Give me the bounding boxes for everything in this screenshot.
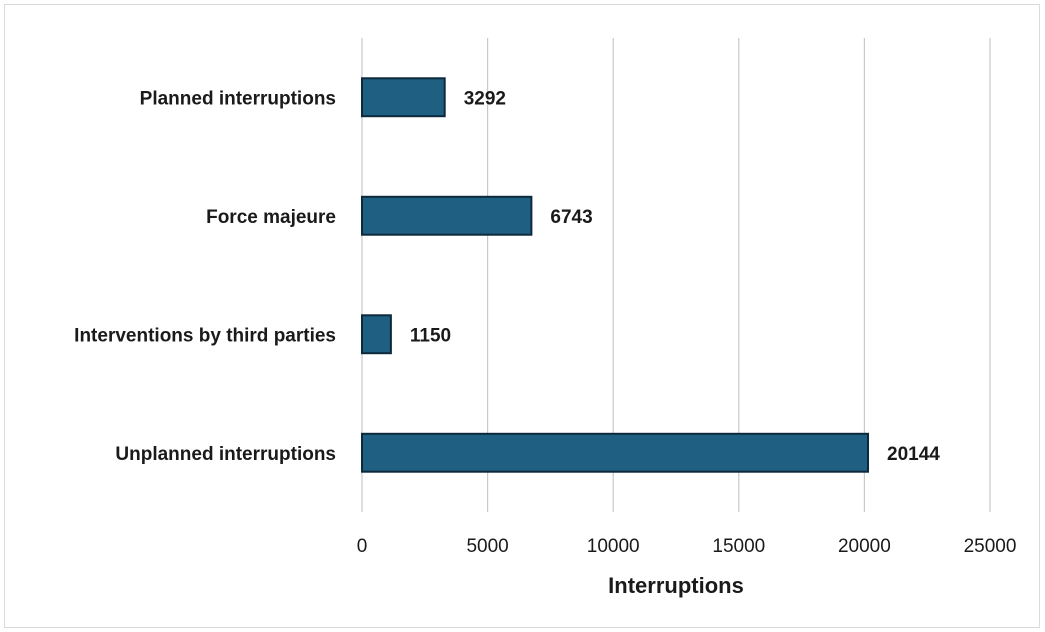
x-tick-label: 15000	[712, 536, 765, 557]
bar	[361, 77, 446, 118]
category-label: Force majeure	[206, 207, 336, 228]
x-tick-label: 5000	[466, 536, 508, 557]
category-label: Unplanned interruptions	[115, 444, 336, 465]
data-label: 20144	[887, 444, 940, 465]
data-labels: 3292 6743 1150 20144	[410, 88, 940, 465]
category-label: Interventions by third parties	[74, 325, 336, 346]
x-tick-label: 20000	[838, 536, 891, 557]
bars	[361, 77, 870, 473]
data-label: 1150	[410, 325, 451, 346]
category-label: Planned interruptions	[140, 88, 336, 109]
x-tick-label: 0	[357, 536, 368, 557]
x-tick-label: 10000	[587, 536, 640, 557]
x-tick-labels: 0 5000 10000 15000 20000 25000	[357, 536, 1017, 557]
x-axis-title: Interruptions	[608, 573, 744, 598]
data-label: 3292	[464, 88, 506, 109]
bar	[361, 195, 533, 236]
bar	[361, 314, 392, 355]
bar	[361, 432, 870, 473]
chart-frame	[4, 4, 1040, 628]
x-tick-label: 25000	[964, 536, 1017, 557]
category-labels: Planned interruptions Force majeure Interv…	[74, 88, 336, 465]
data-label: 6743	[550, 207, 592, 228]
